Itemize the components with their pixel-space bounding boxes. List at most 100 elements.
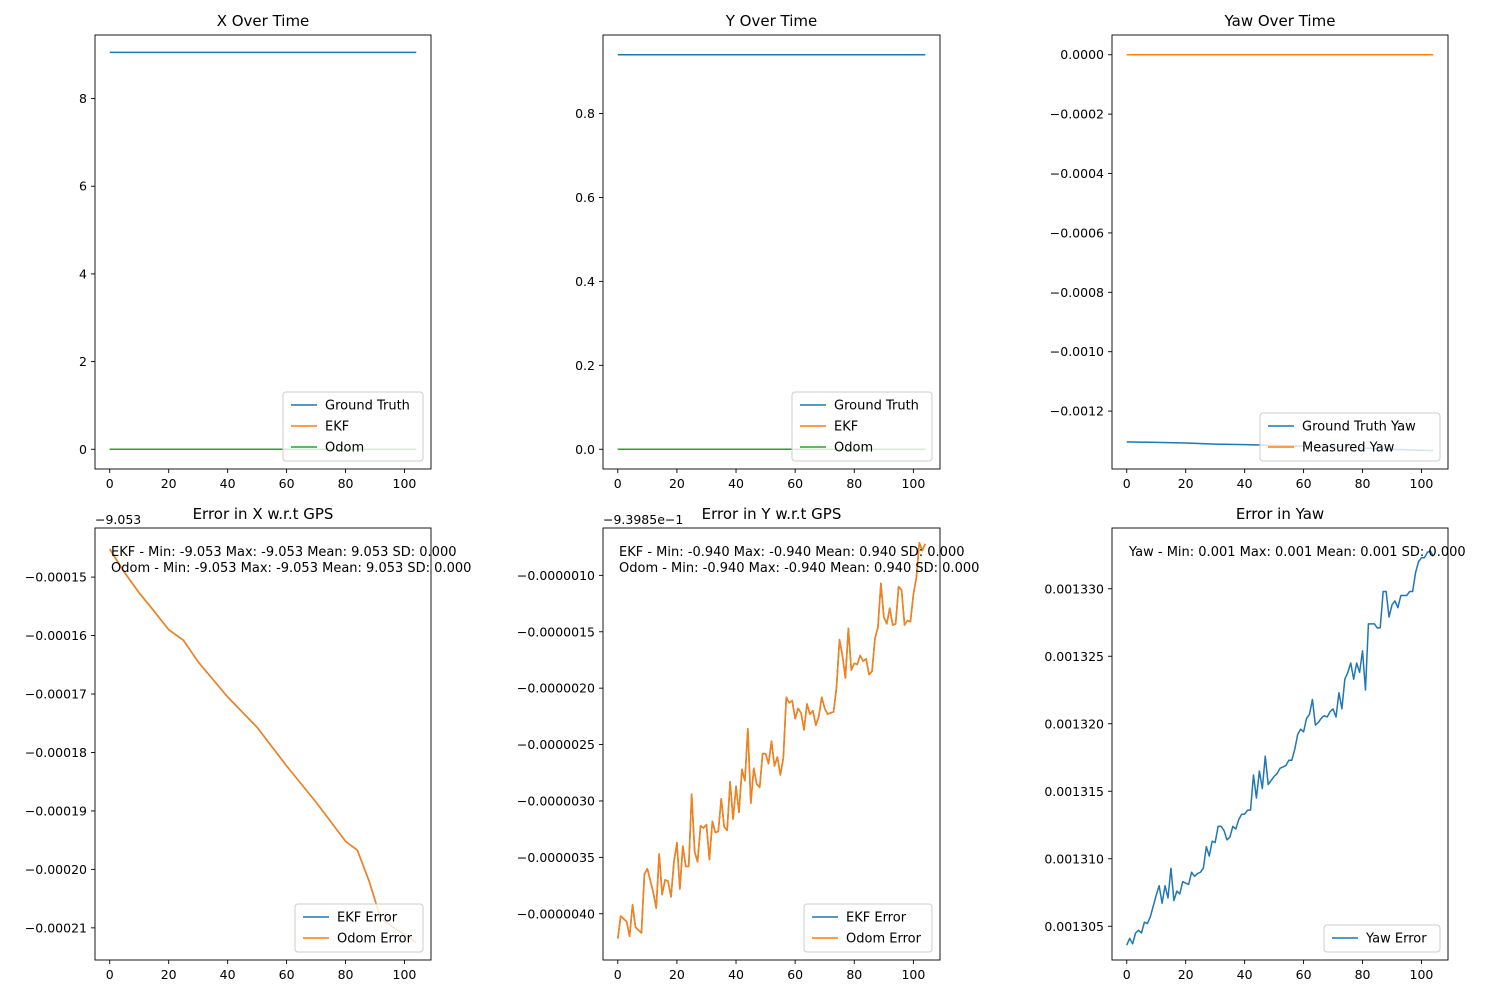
y-tick-label: −0.00020 — [25, 862, 87, 877]
y-tick-label: 6 — [79, 179, 87, 194]
axes-frame-eyaw — [1111, 527, 1449, 961]
legend-ey: EKF Error Odom Error — [803, 903, 933, 953]
y-tick-label: 8 — [79, 91, 87, 106]
x-tick-label: 80 — [338, 967, 354, 982]
legend-box — [294, 903, 424, 953]
x-tick-label: 100 — [1410, 476, 1434, 491]
legend-box — [1259, 412, 1441, 462]
stats-annotation: EKF - Min: -0.940 Max: -0.940 Mean: 0.94… — [619, 545, 965, 560]
x-tick-label: 60 — [787, 967, 803, 982]
chart-title-ey: Error in Y w.r.t GPS — [702, 505, 842, 523]
x-tick-label: 80 — [1355, 967, 1371, 982]
legend-x: Ground Truth EKF Odom — [282, 391, 424, 462]
legend-label: Ground Truth Yaw — [1302, 420, 1416, 435]
x-tick-label: 100 — [901, 967, 925, 982]
x-tick-label: 40 — [1237, 476, 1253, 491]
legend-label: Odom Error — [337, 932, 413, 947]
y-tick-label: 0.001330 — [1044, 581, 1104, 596]
legend-box — [282, 391, 424, 462]
legend-box — [803, 903, 933, 953]
chart-title-y: Y Over Time — [725, 12, 818, 30]
x-tick-label: 60 — [1296, 476, 1312, 491]
series-line-ex-1 — [109, 548, 417, 944]
y-tick-label: −0.0000015 — [517, 624, 595, 639]
y-tick-label: 0 — [79, 442, 87, 457]
legend-box — [791, 391, 933, 462]
y-tick-label: −0.0004 — [1050, 166, 1104, 181]
x-tick-label: 40 — [220, 476, 236, 491]
y-tick-label: −0.0000020 — [517, 681, 595, 696]
y-tick-label: −0.0000040 — [517, 906, 595, 921]
y-tick-label: −0.0000030 — [517, 793, 595, 808]
y-tick-label: 0.6 — [575, 190, 595, 205]
legend-label: Yaw Error — [1365, 932, 1427, 947]
y-tick-label: −0.0000010 — [517, 568, 595, 583]
x-tick-label: 100 — [393, 967, 417, 982]
y-tick-label: −0.00015 — [25, 570, 87, 585]
legend-eyaw: Yaw Error — [1323, 924, 1441, 953]
x-tick-label: 0 — [1123, 967, 1131, 982]
x-tick-label: 100 — [901, 476, 925, 491]
x-tick-label: 60 — [279, 476, 295, 491]
legend-label: EKF Error — [846, 911, 907, 926]
legend-yaw: Ground Truth Yaw Measured Yaw — [1259, 412, 1441, 462]
y-tick-label: 0.2 — [575, 358, 595, 373]
legend-label: EKF Error — [337, 911, 398, 926]
legend-label: EKF — [834, 420, 858, 435]
x-tick-label: 60 — [279, 967, 295, 982]
chart-x: X Over Time 0 20 40 60 80 100 0 2 4 6 8 Ground Truth… — [79, 12, 432, 491]
y-tick-label: 0.001305 — [1044, 919, 1104, 934]
y-tick-label: 0.4 — [575, 274, 595, 289]
x-tick-label: 40 — [1237, 967, 1253, 982]
y-tick-label: 0.001325 — [1044, 649, 1104, 664]
x-tick-label: 0 — [1123, 476, 1131, 491]
axis-offset-label: −9.053 — [95, 512, 141, 527]
chart-title-ex: Error in X w.r.t GPS — [193, 505, 334, 523]
x-tick-label: 60 — [1296, 967, 1312, 982]
axes-frame-x — [94, 34, 432, 470]
legend-label: Odom Error — [846, 932, 922, 947]
x-tick-label: 100 — [393, 476, 417, 491]
x-tick-label: 0 — [614, 476, 622, 491]
y-tick-label: −0.00017 — [25, 687, 87, 702]
y-tick-label: −0.00016 — [25, 628, 87, 643]
axis-offset-label: −9.3985e−1 — [603, 512, 683, 527]
legend-box — [1323, 924, 1441, 953]
y-tick-label: −0.00021 — [25, 920, 87, 935]
legend-label: Odom — [834, 441, 873, 456]
y-tick-label: 0.0000 — [1060, 47, 1104, 62]
x-tick-label: 20 — [669, 967, 685, 982]
axes-frame-y — [602, 34, 941, 470]
x-tick-label: 80 — [338, 476, 354, 491]
legend-label: EKF — [325, 420, 349, 435]
axes-frame-ey — [602, 527, 941, 961]
chart-y: Y Over Time 0 20 40 60 80 100 0.0 0.2 0.4 0.6 0.8 Gr… — [575, 12, 941, 491]
y-tick-label: −0.0000025 — [517, 737, 595, 752]
series-line-ey-1 — [617, 541, 926, 939]
chart-title-eyaw: Error in Yaw — [1236, 505, 1324, 523]
y-tick-label: −0.0012 — [1050, 404, 1104, 419]
stats-annotation: EKF - Min: -9.053 Max: -9.053 Mean: 9.05… — [111, 545, 457, 560]
chart-title-yaw: Yaw Over Time — [1224, 12, 1336, 30]
y-tick-label: −0.0010 — [1050, 344, 1104, 359]
x-tick-label: 0 — [106, 476, 114, 491]
chart-yaw: Yaw Over Time 0 20 40 60 80 100 0.0000 −0.0002 −0… — [1050, 12, 1449, 491]
x-tick-label: 20 — [1178, 476, 1194, 491]
y-tick-label: 0.001315 — [1044, 784, 1104, 799]
chart-eyaw: Error in Yaw 0 20 40 60 80 100 0.001305 0.001310… — [1044, 505, 1465, 982]
y-tick-label: −0.0000035 — [517, 850, 595, 865]
x-tick-label: 0 — [106, 967, 114, 982]
x-tick-label: 40 — [728, 967, 744, 982]
legend-label: Ground Truth — [325, 399, 410, 414]
x-tick-label: 20 — [669, 476, 685, 491]
stats-annotation: Yaw - Min: 0.001 Max: 0.001 Mean: 0.001 … — [1128, 545, 1466, 560]
y-tick-label: 0.001310 — [1044, 851, 1104, 866]
y-tick-label: −0.0006 — [1050, 225, 1104, 240]
x-tick-label: 20 — [161, 967, 177, 982]
x-tick-label: 80 — [1355, 476, 1371, 491]
x-tick-label: 20 — [161, 476, 177, 491]
y-tick-label: 0.8 — [575, 106, 595, 121]
legend-label: Odom — [325, 441, 364, 456]
x-tick-label: 40 — [728, 476, 744, 491]
